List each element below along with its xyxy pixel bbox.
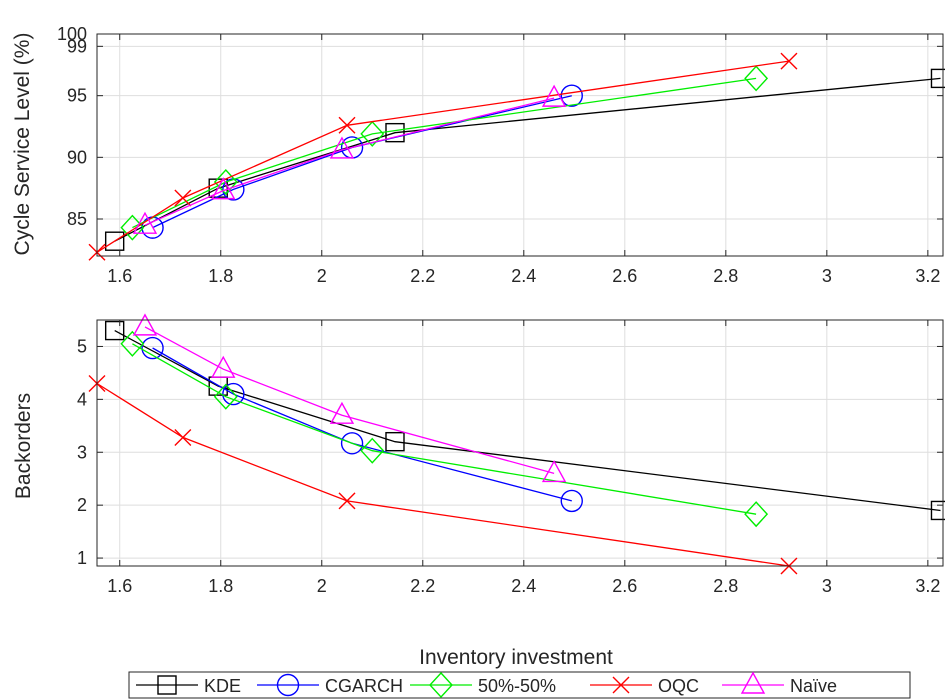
csl-x-tick-label-2: 2 bbox=[317, 266, 327, 286]
backorders-point-1-1 bbox=[222, 382, 245, 406]
legend-marker-0 bbox=[157, 675, 177, 695]
csl-x-tick-label-0: 1.6 bbox=[107, 266, 132, 286]
x-axis-label: Inventory investment bbox=[419, 646, 613, 669]
backorders-y-tick-label-4: 5 bbox=[77, 336, 87, 356]
csl-x-tick-label-5: 2.6 bbox=[612, 266, 637, 286]
backorders-x-tick-label-5: 2.6 bbox=[612, 576, 637, 596]
csl-point-0-3 bbox=[930, 68, 945, 89]
backorders-point-2-3 bbox=[744, 501, 769, 528]
csl-point-3-3 bbox=[780, 52, 798, 70]
backorders-point-0-3 bbox=[930, 500, 945, 521]
backorders-y-axis-label: Backorders bbox=[12, 393, 35, 499]
backorders-point-0-2 bbox=[385, 431, 405, 452]
backorders-y-tick-label-0: 1 bbox=[77, 548, 87, 568]
backorders-series bbox=[88, 313, 945, 575]
csl-point-1-3 bbox=[560, 84, 583, 107]
csl-grid bbox=[97, 33, 943, 256]
csl-y-tick-label-4: 100 bbox=[57, 24, 87, 44]
backorders-x-tick-label-3: 2.2 bbox=[410, 576, 435, 596]
backorders-point-4-1 bbox=[211, 355, 236, 378]
backorders-grid bbox=[97, 320, 943, 566]
backorders-x-tick-label-4: 2.4 bbox=[511, 576, 536, 596]
backorders-y-tick-label-1: 2 bbox=[77, 495, 87, 515]
csl-point-3-2 bbox=[338, 116, 356, 134]
backorders-point-1-3 bbox=[560, 489, 583, 513]
backorders-y-tick-label-2: 3 bbox=[77, 442, 87, 462]
backorders-point-0-0 bbox=[104, 320, 125, 341]
csl-x-tick-label-3: 2.2 bbox=[410, 266, 435, 286]
csl-x-tick-label-8: 3.2 bbox=[915, 266, 940, 286]
csl-plot-area bbox=[97, 34, 943, 256]
csl-series bbox=[88, 52, 945, 261]
backorders-point-2-2 bbox=[360, 437, 385, 464]
backorders-series-line-2 bbox=[132, 343, 757, 515]
csl-point-4-3 bbox=[541, 84, 567, 107]
legend-label-3: OQC bbox=[658, 676, 699, 696]
legend-label-0: KDE bbox=[204, 676, 241, 696]
legend-label-2: 50%-50% bbox=[478, 676, 556, 696]
csl-point-3-1 bbox=[174, 189, 192, 207]
backorders-point-3-2 bbox=[338, 492, 356, 510]
backorders-x-tick-label-8: 3.2 bbox=[915, 576, 940, 596]
backorders-point-2-1 bbox=[213, 383, 238, 410]
csl-y-axis-label: Cycle Service Level (%) bbox=[11, 33, 34, 256]
backorders-plot-area bbox=[97, 320, 943, 566]
csl-point-2-2 bbox=[360, 120, 385, 147]
legend-label-1: CGARCH bbox=[325, 676, 403, 696]
legend-marker-1 bbox=[276, 673, 300, 697]
backorders-point-1-0 bbox=[141, 336, 164, 360]
legend: KDE CGARCH 50%-50% OQC Naïve bbox=[128, 671, 911, 699]
csl-point-0-0 bbox=[104, 231, 125, 251]
csl-point-4-1 bbox=[211, 177, 236, 200]
backorders-series-line-0 bbox=[114, 330, 941, 512]
backorders-point-4-3 bbox=[541, 459, 567, 483]
backorders-point-3-1 bbox=[174, 428, 192, 446]
csl-axes-frame bbox=[96, 33, 944, 257]
csl-point-4-0 bbox=[132, 211, 158, 234]
csl-point-2-3 bbox=[744, 65, 769, 92]
csl-x-tick-label-4: 2.4 bbox=[511, 266, 536, 286]
csl-point-2-1 bbox=[213, 168, 238, 196]
csl-point-0-2 bbox=[385, 122, 405, 143]
legend-marker-3 bbox=[612, 676, 630, 694]
backorders-x-tick-label-7: 3 bbox=[822, 576, 832, 596]
backorders-x-tick-label-2: 2 bbox=[317, 576, 327, 596]
legend-label-4: Naïve bbox=[790, 676, 837, 696]
backorders-series-line-3 bbox=[96, 382, 790, 567]
backorders-x-tick-label-6: 2.8 bbox=[713, 576, 738, 596]
csl-point-4-2 bbox=[329, 136, 355, 159]
backorders-point-4-0 bbox=[132, 313, 158, 336]
backorders-x-tick-label-0: 1.6 bbox=[107, 576, 132, 596]
backorders-axes-frame bbox=[96, 319, 944, 567]
csl-y-tick-label-2: 95 bbox=[67, 86, 87, 106]
backorders-point-2-0 bbox=[120, 330, 145, 357]
csl-y-tick-label-3: 99 bbox=[67, 36, 87, 56]
csl-y-tick-label-1: 90 bbox=[67, 147, 87, 167]
backorders-point-1-2 bbox=[340, 432, 364, 455]
backorders-point-4-2 bbox=[329, 401, 355, 424]
csl-series-line-4 bbox=[144, 97, 555, 226]
backorders-y-tick-label-3: 4 bbox=[77, 389, 87, 409]
csl-x-tick-label-6: 2.8 bbox=[713, 266, 738, 286]
backorders-series-line-1 bbox=[152, 347, 572, 502]
backorders-ticks: 1.6 1.8 2 2.2 2.4 2.6 2.8 3 3.2 1 2 3 4 5 bbox=[77, 319, 944, 596]
csl-x-tick-label-7: 3 bbox=[822, 266, 832, 286]
legend-marker-4 bbox=[740, 671, 766, 694]
csl-series-line-3 bbox=[96, 60, 790, 253]
backorders-series-line-4 bbox=[144, 326, 555, 475]
csl-y-tick-label-0: 85 bbox=[67, 209, 87, 229]
backorders-x-tick-label-1: 1.8 bbox=[208, 576, 233, 596]
legend-marker-2 bbox=[429, 671, 453, 699]
csl-x-tick-label-1: 1.8 bbox=[208, 266, 233, 286]
csl-series-line-0 bbox=[114, 77, 941, 242]
csl-series-line-1 bbox=[152, 95, 572, 229]
